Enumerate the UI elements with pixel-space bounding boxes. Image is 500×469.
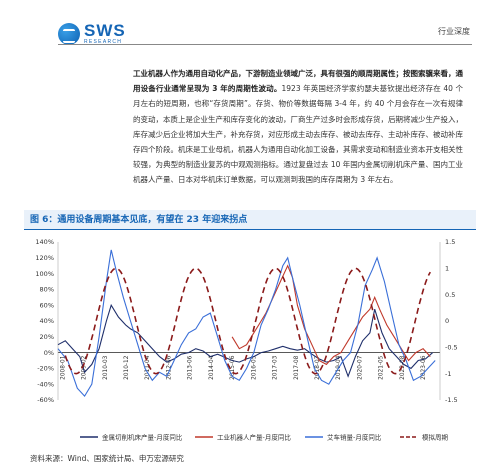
x-axis-tick-label: 2008-01 (60, 355, 66, 380)
left-axis-tick-label: -40% (37, 380, 54, 388)
page-header: SWS RESEARCH 行业深度 (0, 0, 500, 46)
logo-main-text: SWS (84, 21, 126, 40)
body-text: 1923 年英国经济学家约瑟夫基钦提出经济存在 40 个月左右的短周期，也称“存… (133, 84, 463, 185)
left-axis-tick-label: 40% (40, 317, 54, 325)
left-axis-tick-label: 120% (35, 254, 54, 262)
series-line-1 (57, 303, 434, 378)
left-axis-tick-label: 140% (35, 238, 54, 246)
left-axis-tick-label: 60% (40, 301, 54, 309)
x-axis-tick-label: 2013-06 (188, 355, 194, 380)
x-axis-tick-label: 2016-05 (251, 355, 257, 380)
right-axis-tick-label: 1.5 (445, 238, 455, 246)
x-axis-tick-label: 2018-07 (315, 355, 321, 380)
left-axis-tick-label: -20% (37, 365, 54, 373)
right-axis-tick-label: 1 (445, 265, 449, 273)
cycle-line-chart: 140% 120% 100% 80% 60% 40% 20% 0% -20% -40% -60% 1.… (35, 238, 457, 442)
legend-label: 工业机器人产量-月度同比 (217, 433, 291, 442)
left-axis-tick-label: 20% (40, 333, 54, 341)
chart-legend: 金属切削机床产量-月度同比 工业机器人产量-月度同比 艾车销量-月度同比 模拟周期 (80, 433, 449, 442)
chart-series (57, 249, 436, 398)
left-axis-tick-label: 100% (35, 270, 54, 278)
x-axis-tick-label: 2015-06 (230, 355, 236, 380)
right-axis-tick-label: -0.5 (445, 344, 458, 352)
logo-sub-text: RESEARCH (84, 39, 123, 45)
sws-logo: SWS RESEARCH (58, 22, 126, 45)
x-axis-tick-label: 2017-08 (294, 355, 300, 380)
left-axis-tick-label: 80% (40, 286, 54, 294)
x-axis-tick-label: 2021-05 (379, 355, 385, 380)
source-note: 资料来源：Wind、国家统计局、申万宏源研究 (30, 454, 184, 463)
body-bold-lead: 工业机器人作为通用自动化产品，下游制造业领域广泛，具有很强的顺周期属性；按图索骥… (133, 69, 463, 94)
left-axis-tick-label: -60% (37, 396, 54, 404)
document-type-label: 行业深度 (438, 27, 470, 36)
series-line-4 (64, 267, 431, 375)
x-axis-tick-label: 2020-07 (357, 355, 363, 380)
x-axis-tick-label: 2012-06 (166, 355, 172, 380)
body-paragraph: 工业机器人作为通用自动化产品，下游制造业领域广泛，具有很强的顺周期属性；按图索骥… (133, 66, 463, 188)
series-line-3 (57, 249, 436, 398)
x-axis-tick-label: 2014-04 (209, 355, 215, 380)
right-axis-tick-label: -1.5 (445, 396, 458, 404)
series-line-2 (231, 264, 431, 366)
header-divider (58, 44, 472, 45)
x-axis-tick-label: 2010-03 (103, 355, 109, 380)
x-axis-tick-label: 2023-06 (421, 355, 427, 380)
right-axis-tick-label: 0.5 (445, 291, 455, 299)
legend-label: 金属切削机床产量-月度同比 (102, 433, 183, 442)
x-axis-tick-label: 2010-12 (124, 355, 130, 380)
right-axis-tick-label: -1 (445, 370, 451, 378)
x-axis-tick-label: 2017-03 (273, 355, 279, 380)
x-axis-tick-label: 2022-08 (400, 355, 406, 380)
right-axis-tick-label: 0 (445, 317, 449, 325)
x-axis-tick-label: 2011-04 (145, 355, 151, 380)
legend-label: 艾车销量-月度同比 (327, 433, 382, 442)
chart-axes: 140% 120% 100% 80% 60% 40% 20% 0% -20% -40% -60% 1.… (35, 238, 457, 404)
legend-label: 模拟周期 (422, 433, 449, 442)
sws-logo-mark-icon (58, 22, 80, 45)
left-axis-tick-label: 0% (44, 349, 54, 357)
figure-title: 图 6：通用设备周期基本见底，有望在 23 年迎来拐点 (24, 210, 476, 230)
x-axis-tick-label: 2009-02 (82, 355, 88, 380)
